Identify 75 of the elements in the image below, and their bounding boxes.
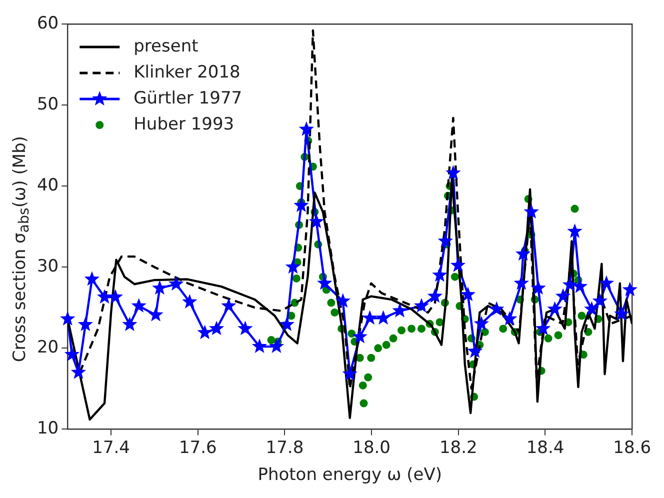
point bbox=[152, 280, 168, 295]
point bbox=[108, 289, 123, 304]
point bbox=[514, 275, 529, 290]
legend-label: Gürtler 1977 bbox=[134, 88, 242, 108]
y-tick-label: 60 bbox=[36, 13, 59, 34]
point bbox=[414, 298, 430, 312]
point bbox=[352, 328, 368, 344]
point bbox=[238, 320, 253, 336]
point bbox=[614, 306, 630, 321]
point bbox=[392, 302, 408, 318]
point bbox=[279, 316, 295, 332]
point bbox=[252, 338, 268, 354]
legend-label: Huber 1993 bbox=[134, 114, 234, 134]
point bbox=[376, 310, 391, 325]
point bbox=[432, 267, 448, 282]
x-axis-title: Photon energy ω (eV) bbox=[258, 465, 442, 486]
point bbox=[64, 346, 80, 362]
point bbox=[562, 276, 578, 292]
point bbox=[168, 276, 184, 291]
point bbox=[317, 275, 332, 290]
point bbox=[427, 288, 443, 303]
point bbox=[592, 293, 608, 308]
x-tick-label: 17.4 bbox=[92, 438, 130, 458]
point bbox=[567, 223, 582, 238]
point bbox=[268, 338, 284, 354]
point bbox=[78, 316, 94, 332]
point bbox=[308, 214, 324, 228]
point bbox=[197, 324, 212, 340]
y-tick-label: 50 bbox=[36, 94, 59, 114]
point bbox=[84, 271, 100, 286]
point bbox=[502, 310, 518, 326]
y-tick-label: 20 bbox=[36, 338, 59, 358]
point bbox=[555, 288, 571, 303]
point bbox=[438, 233, 453, 248]
point bbox=[131, 298, 146, 312]
point bbox=[547, 301, 562, 316]
point bbox=[584, 301, 600, 316]
point bbox=[598, 275, 614, 290]
legend-label: present bbox=[134, 36, 199, 56]
x-tick-label: 18.6 bbox=[613, 438, 652, 458]
x-tick-label: 18.2 bbox=[439, 438, 478, 458]
x-tick-label: 18.4 bbox=[526, 438, 564, 458]
point bbox=[96, 289, 112, 304]
point bbox=[535, 320, 551, 336]
point bbox=[122, 316, 138, 332]
point bbox=[148, 306, 164, 322]
point bbox=[460, 286, 476, 302]
point bbox=[285, 259, 301, 274]
point bbox=[60, 310, 76, 326]
point bbox=[335, 293, 351, 308]
point bbox=[450, 258, 466, 272]
point bbox=[182, 294, 198, 308]
point bbox=[572, 278, 588, 294]
legend-label: Klinker 2018 bbox=[134, 62, 240, 82]
point bbox=[362, 310, 378, 325]
point bbox=[342, 366, 358, 381]
point bbox=[524, 204, 539, 218]
y-tick-label: 40 bbox=[36, 176, 59, 196]
point bbox=[622, 282, 638, 296]
point bbox=[298, 121, 314, 136]
point bbox=[208, 320, 224, 336]
point bbox=[467, 343, 483, 358]
x-tick-label: 18.0 bbox=[352, 438, 390, 458]
point bbox=[489, 301, 504, 316]
point bbox=[446, 165, 461, 180]
y-tick-label: 30 bbox=[36, 256, 59, 277]
x-tick-label: 17.8 bbox=[266, 438, 304, 458]
y-tick-label: 10 bbox=[36, 418, 59, 439]
point bbox=[530, 280, 546, 295]
point bbox=[515, 246, 531, 261]
point bbox=[70, 364, 86, 379]
point bbox=[294, 198, 309, 212]
point bbox=[221, 298, 236, 312]
point bbox=[474, 316, 490, 330]
x-tick-label: 17.6 bbox=[178, 438, 217, 458]
